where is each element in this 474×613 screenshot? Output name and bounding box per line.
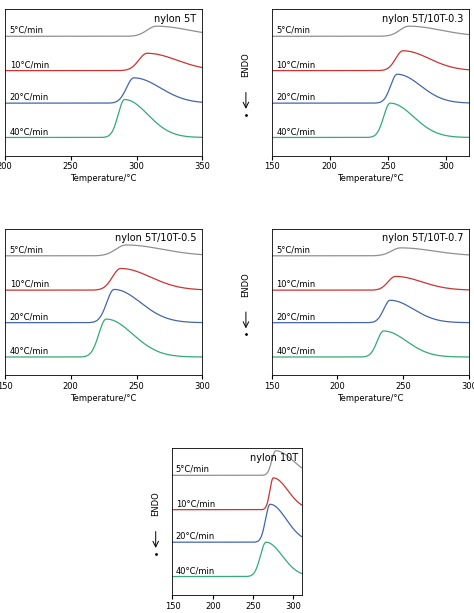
Text: 10°C/min: 10°C/min [276,60,316,69]
Text: 5°C/min: 5°C/min [276,245,310,254]
Text: 40°C/min: 40°C/min [9,127,49,136]
Text: 10°C/min: 10°C/min [176,499,215,508]
Text: 5°C/min: 5°C/min [9,245,44,254]
Text: 20°C/min: 20°C/min [9,312,49,321]
Text: 10°C/min: 10°C/min [9,60,49,69]
Text: ENDO: ENDO [151,492,160,516]
Text: 40°C/min: 40°C/min [276,346,316,356]
Text: 40°C/min: 40°C/min [9,346,49,356]
Text: 5°C/min: 5°C/min [9,26,44,35]
Text: ENDO: ENDO [241,272,250,297]
Text: 20°C/min: 20°C/min [9,93,49,102]
Text: 10°C/min: 10°C/min [276,280,316,289]
Text: 10°C/min: 10°C/min [9,280,49,289]
Text: 20°C/min: 20°C/min [276,312,316,321]
Text: nylon 5T/10T-0.7: nylon 5T/10T-0.7 [382,233,463,243]
X-axis label: Temperature/°C: Temperature/°C [70,174,137,183]
X-axis label: Temperature/°C: Temperature/°C [70,394,137,403]
Text: 5°C/min: 5°C/min [276,26,310,35]
Text: nylon 10T: nylon 10T [249,452,298,463]
X-axis label: Temperature/°C: Temperature/°C [337,394,404,403]
Text: 5°C/min: 5°C/min [176,465,210,474]
Text: ENDO: ENDO [241,53,250,77]
Text: 20°C/min: 20°C/min [176,531,215,541]
Text: nylon 5T: nylon 5T [155,13,197,23]
Text: nylon 5T/10T-0.5: nylon 5T/10T-0.5 [115,233,197,243]
X-axis label: Temperature/°C: Temperature/°C [337,174,404,183]
Text: nylon 5T/10T-0.3: nylon 5T/10T-0.3 [382,13,463,23]
Text: 20°C/min: 20°C/min [276,93,316,102]
Text: 40°C/min: 40°C/min [176,566,215,575]
Text: 40°C/min: 40°C/min [276,127,316,136]
